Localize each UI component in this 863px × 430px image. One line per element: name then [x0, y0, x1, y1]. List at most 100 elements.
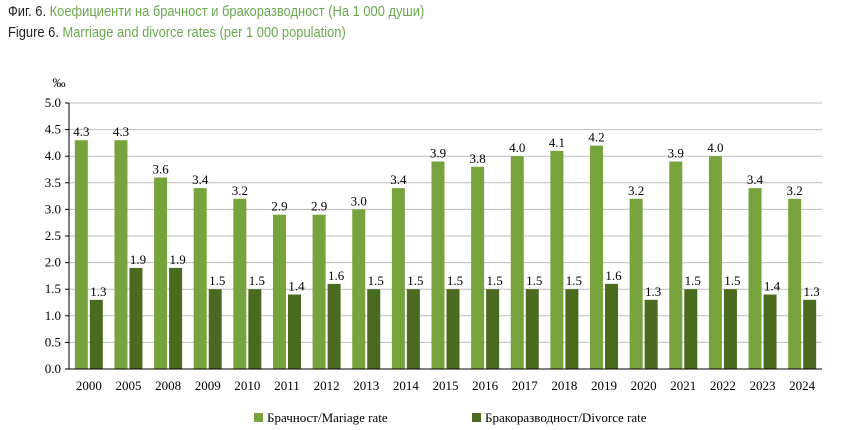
- x-tick-label: 2017: [512, 378, 539, 393]
- legend-label: Брачност/Mariage rate: [267, 410, 388, 425]
- data-label-marriage: 3.8: [470, 151, 486, 166]
- data-label-marriage: 3.4: [390, 172, 407, 187]
- x-tick-label: 2016: [472, 378, 499, 393]
- bar-divorce-rate: [684, 289, 698, 369]
- data-label-divorce: 1.5: [368, 273, 384, 288]
- data-label-divorce: 1.5: [487, 273, 503, 288]
- data-label-divorce: 1.4: [764, 279, 781, 294]
- bar-marriage-rate: [788, 198, 802, 369]
- bar-divorce-rate: [446, 289, 460, 369]
- data-label-divorce: 1.3: [804, 284, 820, 299]
- x-tick-label: 2012: [314, 378, 340, 393]
- bar-divorce-rate: [367, 289, 381, 369]
- legend-swatch: [472, 413, 481, 422]
- bar-divorce-rate: [327, 283, 341, 369]
- y-tick-label: 0.0: [45, 361, 61, 376]
- y-tick-label: 3.0: [45, 201, 61, 216]
- y-tick-label: 1.5: [45, 281, 61, 296]
- data-label-divorce: 1.5: [685, 273, 701, 288]
- bar-divorce-rate: [644, 299, 658, 369]
- bar-divorce-rate: [406, 289, 420, 369]
- figure-text-en: Marriage and divorce rates (per 1 000 po…: [62, 24, 346, 41]
- bar-marriage-rate: [154, 177, 168, 369]
- bar-marriage-rate: [233, 198, 247, 369]
- bar-divorce-rate: [169, 267, 183, 369]
- data-label-marriage: 3.4: [747, 172, 764, 187]
- bar-marriage-rate: [74, 140, 88, 369]
- y-tick-label: 2.5: [45, 228, 61, 243]
- bar-marriage-rate: [510, 156, 524, 369]
- data-label-marriage: 2.9: [271, 199, 287, 214]
- bar-divorce-rate: [565, 289, 579, 369]
- x-tick-label: 2008: [155, 378, 181, 393]
- data-label-marriage: 4.3: [113, 124, 129, 139]
- y-tick-label: 1.0: [45, 308, 61, 323]
- data-label-marriage: 3.2: [628, 183, 644, 198]
- data-label-marriage: 4.0: [707, 140, 723, 155]
- x-tick-label: 2020: [631, 378, 657, 393]
- data-label-divorce: 1.5: [249, 273, 265, 288]
- legend: Брачност/Mariage rate Бракоразводност/Div…: [254, 410, 647, 425]
- bar-marriage-rate: [114, 140, 128, 369]
- x-tick-label: 2011: [274, 378, 300, 393]
- x-tick-label: 2019: [591, 378, 617, 393]
- figure-text-bg: Коефициенти на брачност и бракоразводнос…: [49, 3, 425, 20]
- data-label-marriage: 4.0: [509, 140, 525, 155]
- y-tick-label: 2.0: [45, 255, 61, 270]
- x-tick-label: 2018: [551, 378, 577, 393]
- x-tick-label: 2005: [115, 378, 141, 393]
- bar-marriage-rate: [391, 188, 405, 369]
- data-label-divorce: 1.5: [526, 273, 542, 288]
- bar-divorce-rate: [287, 294, 301, 369]
- bar-marriage-rate: [431, 161, 445, 369]
- bar-marriage-rate: [272, 214, 286, 369]
- data-label-marriage: 3.9: [430, 146, 446, 161]
- bars-group: [74, 140, 817, 369]
- data-label-marriage: 4.1: [549, 135, 565, 150]
- x-tick-label: 2015: [433, 378, 459, 393]
- data-label-divorce: 1.3: [90, 284, 106, 299]
- bar-marriage-rate: [708, 156, 722, 369]
- bar-marriage-rate: [629, 198, 643, 369]
- y-tick-label: 5.0: [45, 95, 61, 110]
- bar-divorce-rate: [605, 283, 619, 369]
- x-tick-label: 2021: [670, 378, 696, 393]
- x-tick-label: 2022: [710, 378, 736, 393]
- bar-divorce-rate: [89, 299, 103, 369]
- bar-divorce-rate: [525, 289, 539, 369]
- data-label-divorce: 1.9: [130, 252, 146, 267]
- data-label-marriage: 2.9: [311, 199, 327, 214]
- bar-divorce-rate: [763, 294, 777, 369]
- legend-swatch: [254, 413, 263, 422]
- bar-marriage-rate: [312, 214, 326, 369]
- data-label-marriage: 3.9: [668, 146, 684, 161]
- data-label-divorce: 1.5: [447, 273, 463, 288]
- x-tick-label: 2014: [393, 378, 420, 393]
- data-label-divorce: 1.5: [566, 273, 582, 288]
- bar-marriage-rate: [550, 150, 564, 369]
- data-label-marriage: 4.3: [73, 124, 89, 139]
- bar-marriage-rate: [193, 188, 207, 369]
- data-label-marriage: 3.4: [192, 172, 209, 187]
- data-label-divorce: 1.3: [645, 284, 661, 299]
- x-tick-label: 2010: [234, 378, 260, 393]
- y-tick-label: 4.0: [45, 148, 61, 163]
- data-label-marriage: 3.0: [351, 193, 367, 208]
- x-tick-label: 2009: [195, 378, 221, 393]
- data-label-marriage: 3.2: [787, 183, 803, 198]
- y-tick-label: 4.5: [45, 122, 61, 137]
- bar-marriage-rate: [471, 166, 485, 369]
- data-label-marriage: 4.2: [588, 130, 604, 145]
- bar-marriage-rate: [352, 209, 366, 369]
- figure-label-en: Figure 6.: [8, 24, 59, 41]
- y-tick-label: 3.5: [45, 175, 61, 190]
- x-tick-label: 2023: [750, 378, 776, 393]
- y-tick-label: 0.5: [45, 334, 61, 349]
- x-tick-label: 2024: [789, 378, 816, 393]
- data-label-divorce: 1.5: [724, 273, 740, 288]
- bar-marriage-rate: [590, 145, 604, 369]
- figure-label-bg: Фиг. 6.: [8, 3, 47, 20]
- data-label-divorce: 1.5: [407, 273, 423, 288]
- data-label-marriage: 3.6: [152, 161, 169, 176]
- figure-title-en: Figure 6. Marriage and divorce rates (pe…: [8, 24, 346, 42]
